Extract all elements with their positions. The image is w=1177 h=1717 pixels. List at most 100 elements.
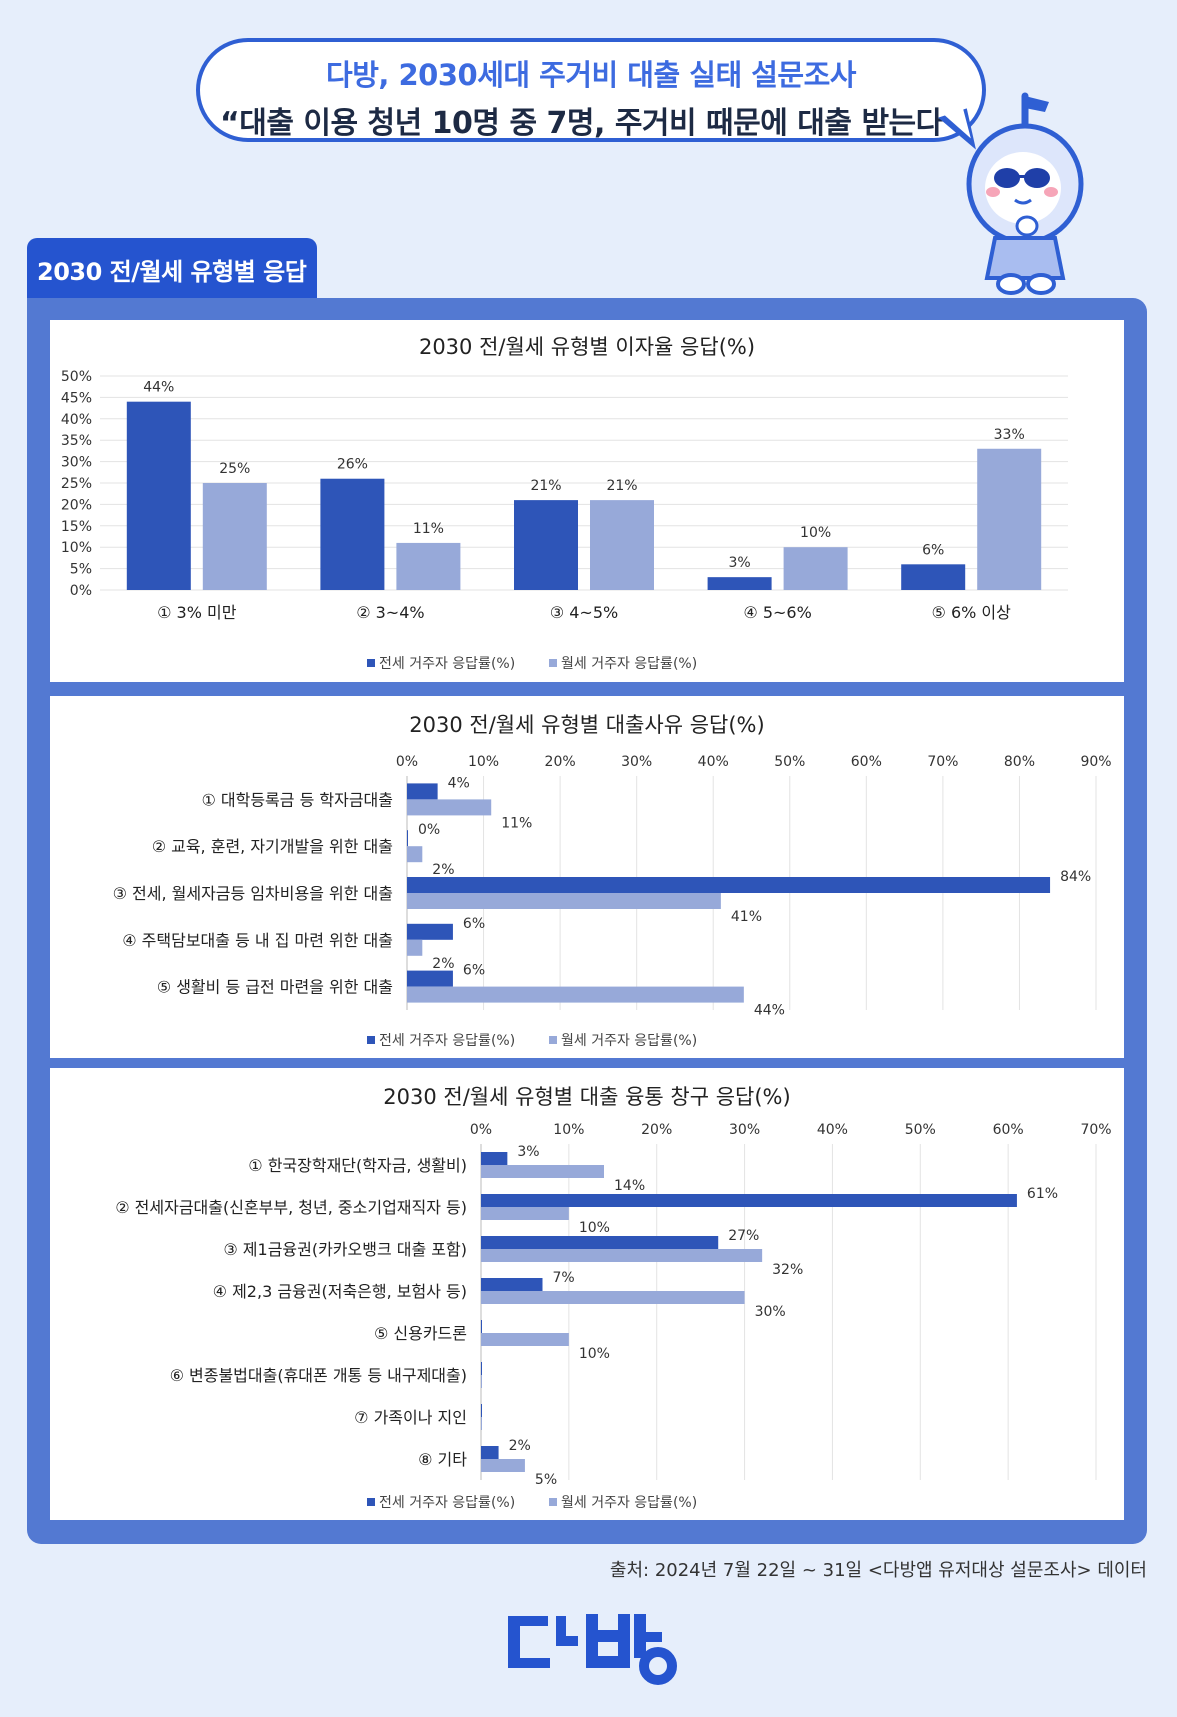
chart-title: 2030 전/월세 유형별 대출 융통 창구 응답(%) — [383, 1085, 790, 1109]
x-category-label: ① 3% 미만 — [157, 603, 237, 622]
y-category-label: ② 교육, 훈련, 자기개발을 위한 대출 — [152, 837, 393, 856]
bar-wolse — [977, 448, 1042, 590]
data-label: 14% — [614, 1178, 645, 1194]
x-tick-label: 0% — [396, 754, 418, 770]
data-label: 6% — [922, 542, 944, 558]
x-tick-label: 60% — [993, 1122, 1024, 1138]
y-category-label: ④ 주택담보대출 등 내 집 마련 위한 대출 — [122, 931, 393, 950]
y-category-label: ④ 제2,3 금융권(저축은행, 보험사 등) — [213, 1282, 467, 1301]
data-label: 11% — [413, 521, 444, 537]
x-category-label: ③ 4~5% — [550, 603, 618, 622]
bar-jeonse — [407, 877, 1051, 893]
bar-jeonse — [407, 923, 453, 940]
bar-wolse — [481, 1417, 482, 1430]
legend-label-jeonse: 전세 거주자 응답률(%) — [379, 1495, 515, 1511]
bar-jeonse — [407, 783, 438, 800]
bar-wolse — [396, 542, 461, 590]
bar-wolse — [481, 1165, 604, 1178]
legend-swatch-jeonse — [367, 1036, 375, 1044]
bar-jeonse — [481, 1320, 482, 1333]
x-tick-label: 30% — [621, 754, 652, 770]
bar-wolse — [407, 846, 423, 863]
bar-jeonse — [481, 1404, 482, 1417]
data-label: 26% — [337, 457, 368, 473]
x-tick-label: 10% — [553, 1122, 584, 1138]
headline-quote: “대출 이용 청년 10명 중 7명, 주거비 때문에 대출 받는다” — [220, 106, 962, 141]
data-label: 44% — [143, 380, 174, 396]
data-label: 2% — [432, 862, 454, 878]
bar-jeonse — [481, 1446, 499, 1459]
loan-reason-chart: 2030 전/월세 유형별 대출사유 응답(%) 0% 10% 20% 30% 40% 50… — [113, 713, 1112, 1049]
y-tick-label: 5% — [70, 562, 92, 578]
bar-jeonse — [901, 564, 966, 590]
y-category-label: ⑦ 가족이나 지인 — [354, 1408, 467, 1427]
y-category-label: ⑤ 신용카드론 — [374, 1324, 467, 1343]
bar-jeonse — [707, 577, 772, 590]
x-tick-label: 40% — [817, 1122, 848, 1138]
mascot-illustration — [966, 92, 1084, 295]
bar-jeonse — [481, 1362, 482, 1375]
bar-wolse — [783, 547, 848, 590]
y-category-label: ⑥ 변종불법대출(휴대폰 개통 등 내구제대출) — [170, 1366, 467, 1385]
x-tick-label: 20% — [641, 1122, 672, 1138]
data-label: 25% — [219, 461, 250, 477]
data-label: 61% — [1027, 1186, 1058, 1202]
bar-wolse — [481, 1459, 525, 1472]
dabang-logo — [508, 1614, 677, 1685]
data-label: 30% — [755, 1304, 786, 1320]
data-label: 6% — [463, 916, 485, 932]
x-category-label: ② 3~4% — [356, 603, 424, 622]
y-category-label: ⑤ 생활비 등 급전 마련을 위한 대출 — [157, 978, 393, 997]
data-label: 3% — [517, 1144, 539, 1160]
y-category-label: ③ 제1금융권(카카오뱅크 대출 포함) — [223, 1240, 467, 1259]
bar-jeonse — [407, 970, 453, 987]
data-label: 84% — [1060, 869, 1091, 885]
data-label: 4% — [448, 775, 470, 791]
data-label: 11% — [501, 815, 532, 831]
y-tick-label: 15% — [61, 519, 92, 535]
data-label: 33% — [994, 427, 1025, 443]
y-tick-label: 0% — [70, 583, 92, 599]
y-tick-label: 25% — [61, 476, 92, 492]
bar-wolse — [481, 1375, 482, 1388]
x-tick-label: 70% — [927, 754, 958, 770]
x-category-label: ⑤ 6% 이상 — [932, 603, 1012, 622]
legend-swatch-wolse — [549, 659, 557, 667]
bar-wolse — [481, 1207, 569, 1220]
bar-jeonse — [481, 1278, 543, 1291]
loan-channel-chart-panel: 2030 전/월세 유형별 대출 융통 창구 응답(%) 0% 10% 20% 30% 4… — [50, 1068, 1124, 1520]
data-label: 10% — [579, 1220, 610, 1236]
legend-label-wolse: 월세 거주자 응답률(%) — [561, 1495, 697, 1511]
bar-wolse — [407, 986, 744, 1003]
data-label: 6% — [463, 963, 485, 979]
legend-swatch-jeonse — [367, 659, 375, 667]
data-label: 5% — [535, 1472, 557, 1488]
x-tick-label: 90% — [1080, 754, 1111, 770]
bar-jeonse — [514, 500, 578, 590]
interest-rate-chart: 2030 전/월세 유형별 이자율 응답(%) 0% 5% 10% 15% 20% 25% 3… — [61, 335, 1068, 672]
x-tick-label: 30% — [729, 1122, 760, 1138]
data-label: 0% — [418, 822, 440, 838]
source-note: 출처: 2024년 7월 22일 ~ 31일 <다방앱 유저대상 설문조사> 데… — [609, 1560, 1147, 1581]
data-label: 21% — [606, 478, 637, 494]
chart-title: 2030 전/월세 유형별 대출사유 응답(%) — [409, 713, 764, 737]
chart-title: 2030 전/월세 유형별 이자율 응답(%) — [419, 335, 755, 359]
legend-label-jeonse: 전세 거주자 응답률(%) — [379, 1033, 515, 1049]
x-tick-label: 0% — [470, 1122, 492, 1138]
legend-label-jeonse: 전세 거주자 응답률(%) — [379, 656, 515, 672]
bar-wolse — [202, 483, 267, 590]
x-category-label: ④ 5~6% — [743, 603, 811, 622]
y-category-label: ① 대학등록금 등 학자금대출 — [201, 790, 393, 809]
legend-swatch-wolse — [549, 1498, 557, 1506]
legend-swatch-jeonse — [367, 1498, 375, 1506]
bar-wolse — [407, 939, 423, 956]
headline-survey-title: 다방, 2030세대 주거비 대출 실태 설문조사 — [326, 58, 856, 92]
data-label: 2% — [432, 956, 454, 972]
bar-wolse — [407, 799, 492, 816]
section-tab: 2030 전/월세 유형별 응답 — [27, 238, 317, 302]
bar-jeonse — [320, 478, 385, 590]
y-tick-label: 50% — [61, 369, 92, 385]
y-category-label: ② 전세자금대출(신혼부부, 청년, 중소기업재직자 등) — [115, 1198, 467, 1217]
data-label: 32% — [772, 1262, 803, 1278]
y-category-label: ① 한국장학재단(학자금, 생활비) — [248, 1156, 467, 1175]
